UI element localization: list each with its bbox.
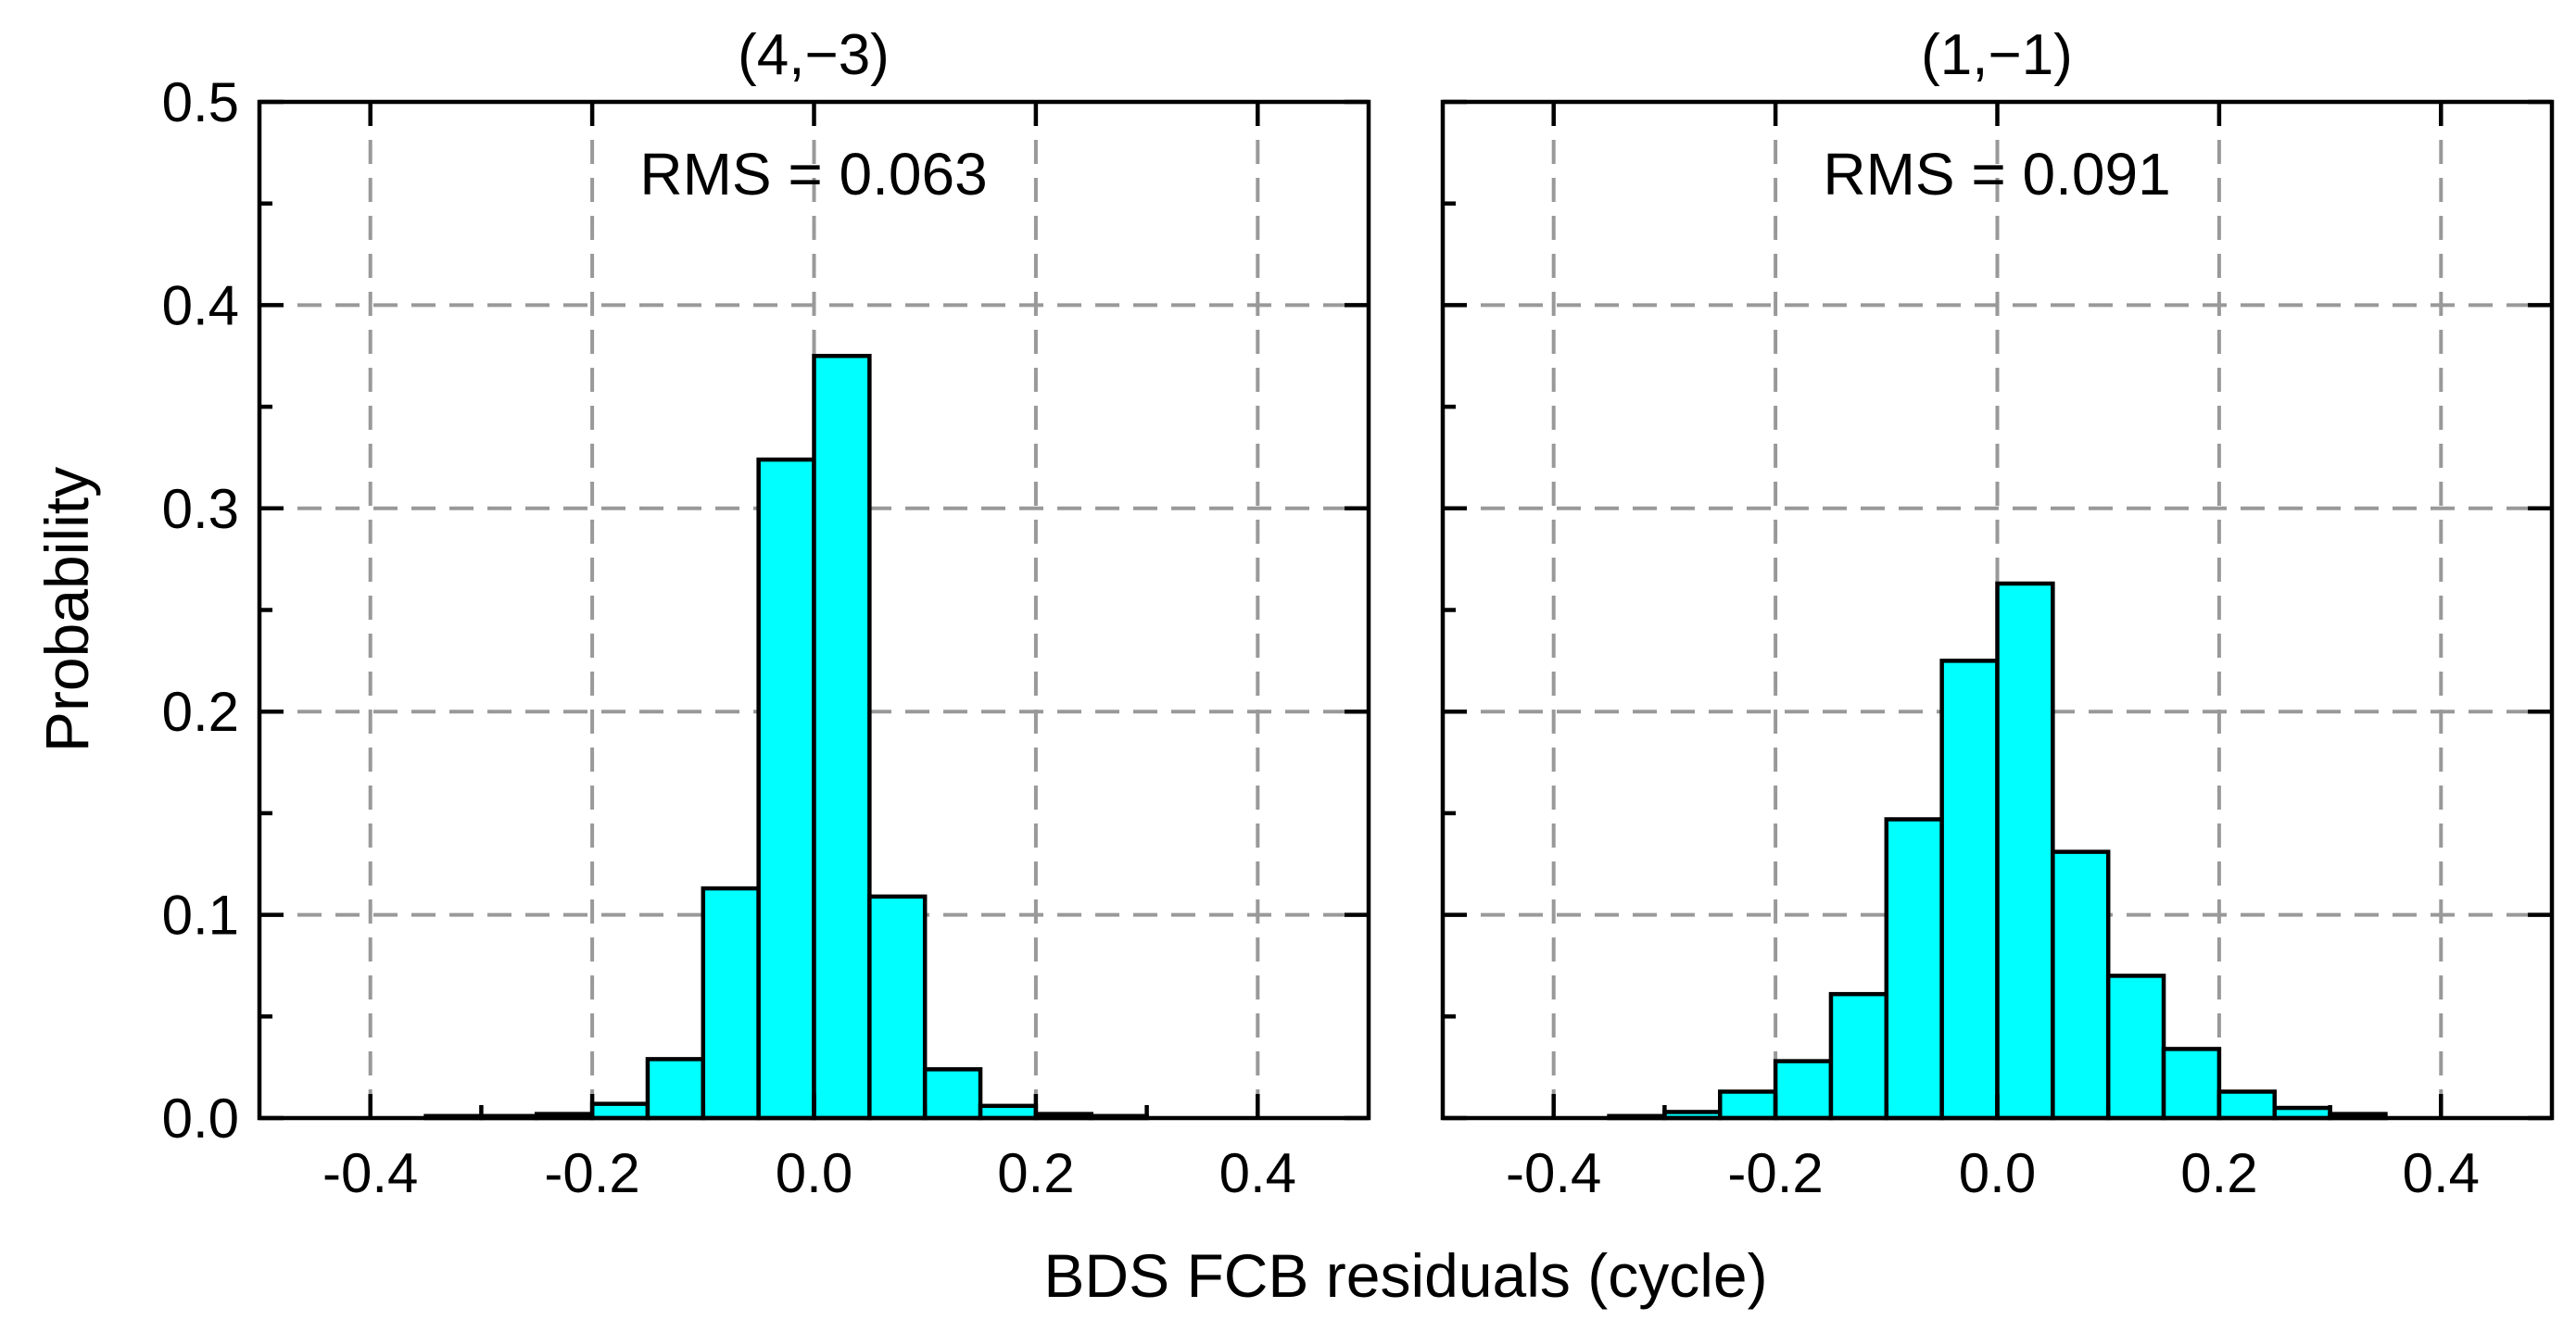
left-ytick-label-2: 0.2 [162, 681, 239, 743]
right-bar-9 [1995, 581, 2055, 1121]
y-axis-label: Probability [32, 467, 101, 752]
left-bar-6 [645, 1057, 706, 1121]
left-ytick-label-1: 0.1 [162, 885, 239, 947]
right-bar-13 [2216, 1089, 2278, 1121]
right-bars [1607, 581, 2388, 1121]
left-ticks: -0.4 -0.2 0.0 0.2 0.4 0.0 0.1 0.2 0.3 0.4 0.5 [162, 71, 1369, 1204]
right-ticks: -0.4 -0.2 0.0 0.2 0.4 [1443, 99, 2552, 1204]
left-ytick-label-5: 0.5 [162, 71, 239, 133]
left-bar-11 [922, 1067, 983, 1121]
right-bar-8 [1939, 659, 2000, 1121]
left-bar-8 [756, 457, 816, 1121]
right-bar-12 [2161, 1047, 2222, 1121]
right-xtick-label-4: 0.4 [2403, 1142, 2480, 1204]
left-ytick-label-3: 0.3 [162, 478, 239, 540]
right-xtick-label-2: 0.0 [1959, 1142, 2036, 1204]
left-panel-title: (4,−3) [738, 23, 890, 87]
right-xtick-label-3: 0.2 [2180, 1142, 2257, 1204]
left-xtick-label-3: 0.2 [997, 1142, 1074, 1204]
left-xtick-label-4: 0.4 [1219, 1142, 1296, 1204]
right-bar-5 [1773, 1059, 1834, 1121]
right-rms-annotation: RMS = 0.091 [1823, 141, 2170, 207]
left-xtick-label-0: -0.4 [322, 1142, 418, 1204]
left-bar-7 [701, 886, 761, 1121]
x-axis-label: BDS FCB residuals (cycle) [1043, 1241, 1767, 1310]
left-bar-10 [867, 894, 928, 1121]
left-xtick-label-2: 0.0 [776, 1142, 852, 1204]
left-rms-annotation: RMS = 0.063 [639, 141, 987, 207]
left-bar-9 [812, 354, 872, 1121]
left-bar-5 [589, 1101, 650, 1121]
right-xtick-label-0: -0.4 [1506, 1142, 1601, 1204]
right-bar-4 [1718, 1089, 1778, 1121]
right-bar-6 [1828, 991, 1889, 1121]
left-ytick-label-0: 0.0 [162, 1087, 239, 1150]
right-histogram-panel: -0.4 -0.2 0.0 0.2 0.4 (1,−1) RMS = 0.091 [1440, 23, 2555, 1204]
right-bar-11 [2105, 974, 2166, 1121]
right-bar-7 [1884, 817, 1944, 1121]
left-ytick-label-4: 0.4 [162, 274, 239, 336]
left-bars [423, 354, 1149, 1121]
right-bar-10 [2051, 849, 2111, 1121]
right-xtick-label-1: -0.2 [1727, 1142, 1823, 1204]
left-xtick-label-1: -0.2 [544, 1142, 639, 1204]
right-panel-title: (1,−1) [1921, 23, 2073, 87]
left-histogram-panel: -0.4 -0.2 0.0 0.2 0.4 0.0 0.1 0.2 0.3 0.4 0.5 (4,−… [162, 23, 1371, 1204]
